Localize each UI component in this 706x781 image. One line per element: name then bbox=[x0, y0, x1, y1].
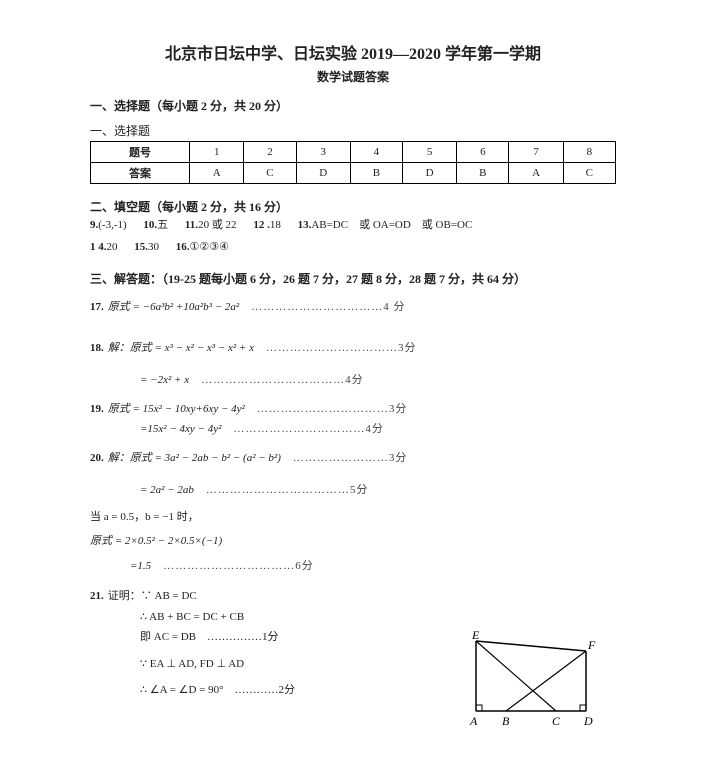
q17: 17. 原式 = −6a³b² +10a²b³ − 2a² …………………………… bbox=[90, 299, 616, 316]
section1-header: 一、选择题（每小题 2 分，共 20 分） bbox=[90, 97, 616, 114]
table-cell: 4 bbox=[350, 142, 402, 163]
q21-l1: 21. 证明：∵ AB = DC bbox=[90, 588, 616, 605]
geometry-diagram: E F A B C D bbox=[466, 631, 606, 731]
table-cell: 3 bbox=[296, 142, 350, 163]
q20-l2: = 2a² − 2ab ………………………………5分 bbox=[140, 482, 616, 499]
q20-l3: 原式 = 2×0.5² − 2×0.5×(−1) bbox=[90, 533, 616, 550]
q20-l4: =1.5 ……………………………6分 bbox=[130, 558, 616, 575]
table-cell: 1 bbox=[190, 142, 244, 163]
geom-label-F: F bbox=[587, 638, 596, 652]
table-cell: D bbox=[403, 163, 457, 184]
table-cell: B bbox=[350, 163, 402, 184]
section2-header: 二、填空题（每小题 2 分，共 16 分） bbox=[90, 198, 616, 215]
table-cell: C bbox=[244, 163, 296, 184]
q20-l1: 20. 解：原式 = 3a² − 2ab − b² − (a² − b²) ……… bbox=[90, 450, 616, 467]
q20-cond: 当 a = 0.5，b = −1 时， bbox=[90, 509, 616, 526]
fill-row-1: 9.(-3,-1) 10.五 11.20 或 22 12 .18 13.AB=D… bbox=[90, 217, 616, 235]
table-row: 题号 1 2 3 4 5 6 7 8 bbox=[91, 142, 616, 163]
section1-subheader: 一、选择题 bbox=[90, 122, 616, 139]
q21-l2: ∴ AB + BC = DC + CB bbox=[140, 609, 616, 626]
table-cell: C bbox=[563, 163, 615, 184]
q18-l2: = −2x² + x ………………………………4分 bbox=[140, 372, 616, 389]
table-cell: D bbox=[296, 163, 350, 184]
row-label: 答案 bbox=[91, 163, 190, 184]
answer-table: 题号 1 2 3 4 5 6 7 8 答案 A C D B D B A C bbox=[90, 141, 616, 184]
page: 北京市日坛中学、日坛实验 2019—2020 学年第一学期 数学试题答案 一、选… bbox=[0, 0, 706, 781]
geom-label-B: B bbox=[502, 714, 510, 728]
fill-row-2: 1 4.20 15.30 16.①②③④ bbox=[90, 239, 616, 257]
table-cell: 8 bbox=[563, 142, 615, 163]
geom-label-A: A bbox=[469, 714, 478, 728]
table-cell: 6 bbox=[457, 142, 509, 163]
section3-header: 三、解答题：（19-25 题每小题 6 分，26 题 7 分，27 题 8 分，… bbox=[90, 270, 616, 287]
table-cell: 2 bbox=[244, 142, 296, 163]
q19-l2: =15x² − 4xy − 4y² ……………………………4分 bbox=[140, 421, 616, 438]
table-cell: A bbox=[190, 163, 244, 184]
q18-l1: 18. 解：原式 = x³ − x² − x³ − x² + x …………………… bbox=[90, 340, 616, 357]
q19-l1: 19. 原式 = 15x² − 10xy+6xy − 4y² ………………………… bbox=[90, 401, 616, 418]
table-cell: 7 bbox=[509, 142, 563, 163]
table-cell: 5 bbox=[403, 142, 457, 163]
table-cell: B bbox=[457, 163, 509, 184]
table-cell: A bbox=[509, 163, 563, 184]
geom-label-E: E bbox=[471, 631, 480, 642]
geom-label-D: D bbox=[583, 714, 593, 728]
doc-subtitle: 数学试题答案 bbox=[90, 68, 616, 85]
doc-title: 北京市日坛中学、日坛实验 2019—2020 学年第一学期 bbox=[90, 40, 616, 64]
row-label: 题号 bbox=[91, 142, 190, 163]
table-row: 答案 A C D B D B A C bbox=[91, 163, 616, 184]
geom-label-C: C bbox=[552, 714, 561, 728]
